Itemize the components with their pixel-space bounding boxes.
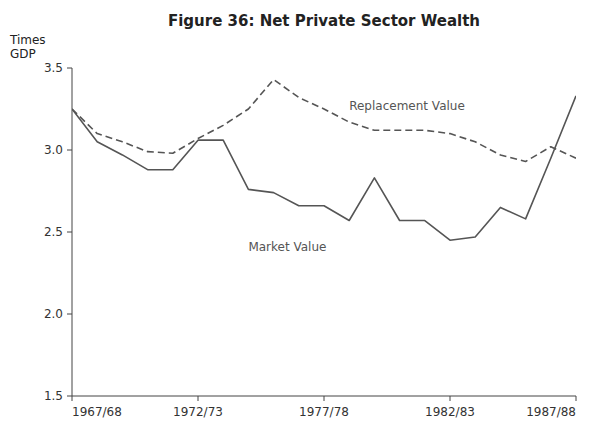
axes: 1.5 2.0 2.5 3.0 3.5 1967/68 1972/73 1977/78 1982… (44, 61, 576, 419)
y-tick (67, 314, 72, 315)
y-tick-label: 1.5 (44, 389, 63, 403)
line-labels: Replacement Value Market Value (248, 99, 464, 253)
y-tick (67, 68, 72, 69)
x-tick (324, 396, 325, 401)
y-tick-label: 3.5 (44, 61, 63, 75)
y-tick (67, 232, 72, 233)
x-tick-label: 1972/73 (173, 405, 223, 419)
line-label: Replacement Value (349, 99, 465, 113)
line-series (72, 96, 576, 240)
plot-area (72, 79, 576, 240)
x-tick-label: 1982/83 (425, 405, 475, 419)
y-tick-label: 2.0 (44, 307, 63, 321)
x-tick-label: 1987/88 (526, 405, 576, 419)
x-tick (576, 396, 577, 401)
x-tick-label: 1967/68 (72, 405, 122, 419)
chart: Figure 36: Net Private Sector Wealth Time… (0, 0, 600, 448)
y-axis-label-line: GDP (10, 47, 36, 61)
x-tick (198, 396, 199, 401)
y-tick (67, 396, 72, 397)
line-series (72, 79, 576, 161)
y-tick-label: 3.0 (44, 143, 63, 157)
title: Figure 36: Net Private Sector Wealth (168, 12, 480, 30)
x-tick (450, 396, 451, 401)
y-axis-label: TimesGDP (9, 33, 46, 61)
y-tick-label: 2.5 (44, 225, 63, 239)
x-tick (72, 396, 73, 401)
x-tick-label: 1977/78 (299, 405, 349, 419)
y-tick (67, 150, 72, 151)
line-label: Market Value (248, 240, 326, 254)
y-axis-label-line: Times (9, 33, 46, 47)
